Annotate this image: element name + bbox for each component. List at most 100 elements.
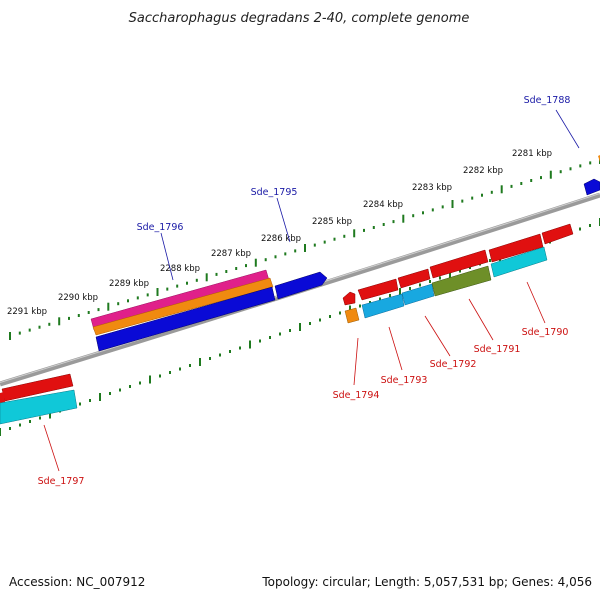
outer-minor-tick xyxy=(382,223,385,226)
scale-label-2290: 2290 kbp xyxy=(58,293,98,303)
feature-sde-1791 xyxy=(431,265,492,297)
outer-minor-tick xyxy=(530,179,533,182)
outer-minor-tick xyxy=(186,281,188,285)
feature-sde-1797 xyxy=(0,389,78,425)
gene-label-sde-1790: Sde_1790 xyxy=(522,327,569,338)
outer-major-tick xyxy=(9,332,11,340)
inner-minor-tick xyxy=(239,346,241,350)
outer-minor-tick xyxy=(195,278,198,282)
inner-minor-tick xyxy=(439,276,441,280)
inner-minor-tick xyxy=(369,301,371,304)
outer-minor-tick xyxy=(215,272,218,276)
outer-minor-tick xyxy=(579,164,582,168)
gene-label-sde-1794: Sde_1794 xyxy=(333,390,380,401)
gene-label-sde-1788: Sde_1788 xyxy=(524,95,571,106)
scale-label-2289: 2289 kbp xyxy=(109,279,149,289)
outer-minor-tick xyxy=(441,205,444,209)
inner-minor-tick xyxy=(169,371,171,374)
gene-label-sde-1797: Sde_1797 xyxy=(38,476,85,487)
scale-labels: 2281 kbp 2282 kbp 2283 kbp 2284 kbp 2285… xyxy=(7,149,552,317)
outer-minor-tick xyxy=(245,264,247,268)
feature-sde-1790 xyxy=(490,246,548,278)
leader-sde-1788 xyxy=(555,109,580,149)
feature-red-5 xyxy=(541,223,574,245)
inner-major-tick xyxy=(99,393,101,401)
leader-sde-1794 xyxy=(353,337,359,386)
leader-sde-1792 xyxy=(424,315,451,357)
scale-label-2286: 2286 kbp xyxy=(261,234,301,244)
feature-red-2 xyxy=(397,268,431,289)
forward-label-lines xyxy=(160,109,580,281)
inner-major-tick xyxy=(399,288,401,296)
outer-scale-ticks xyxy=(9,156,600,340)
inner-minor-tick xyxy=(39,416,41,420)
outer-major-tick xyxy=(254,258,257,267)
feature-red-1 xyxy=(357,278,399,301)
scale-label-2287: 2287 kbp xyxy=(211,249,251,259)
leader-sde-1790 xyxy=(526,281,546,324)
outer-minor-tick xyxy=(510,184,513,188)
genome-title: Saccharophagus degradans 2-40, complete … xyxy=(129,11,470,26)
gene-labels: Sde_1788 Sde_1795 Sde_1796 Sde_1790 Sde_… xyxy=(38,95,571,487)
outer-minor-tick xyxy=(127,299,129,303)
reverse-lower-features xyxy=(0,246,548,425)
inner-minor-tick xyxy=(79,402,81,406)
outer-minor-tick xyxy=(372,226,375,229)
outer-minor-tick xyxy=(589,161,592,165)
gene-label-sde-1795: Sde_1795 xyxy=(251,187,298,198)
inner-minor-tick xyxy=(379,297,381,301)
inner-major-tick xyxy=(149,375,151,384)
outer-minor-tick xyxy=(284,252,287,256)
feature-red-4 xyxy=(488,233,544,263)
outer-minor-tick xyxy=(343,234,346,238)
outer-minor-tick xyxy=(490,190,493,194)
feature-orange xyxy=(92,277,274,336)
inner-minor-tick xyxy=(9,427,11,430)
outer-minor-tick xyxy=(461,199,464,203)
outer-minor-tick xyxy=(313,243,316,247)
outer-major-tick xyxy=(402,214,405,223)
scale-label-2288: 2288 kbp xyxy=(160,264,200,274)
reverse-red-features xyxy=(0,223,574,403)
outer-major-tick xyxy=(549,170,552,179)
scale-label-2283: 2283 kbp xyxy=(412,183,452,193)
inner-minor-tick xyxy=(419,283,421,287)
inner-minor-tick xyxy=(89,399,91,402)
inner-minor-tick xyxy=(139,381,141,385)
leader-sde-1795 xyxy=(276,197,291,243)
outer-minor-tick xyxy=(18,331,21,335)
outer-minor-tick xyxy=(146,293,149,297)
inner-minor-tick xyxy=(269,336,271,339)
inner-minor-tick xyxy=(219,353,221,357)
leader-sde-1797 xyxy=(43,424,60,472)
outer-minor-tick xyxy=(97,308,100,312)
outer-major-tick xyxy=(156,288,159,296)
outer-minor-tick xyxy=(481,193,483,197)
inner-minor-tick xyxy=(259,339,261,343)
outer-minor-tick xyxy=(87,311,90,314)
inner-minor-tick xyxy=(469,266,471,269)
outer-major-tick xyxy=(304,244,306,252)
genome-summary-text: Topology: circular; Length: 5,057,531 bp… xyxy=(261,575,592,589)
inner-minor-tick xyxy=(319,318,321,322)
inner-minor-tick xyxy=(389,294,391,297)
outer-minor-tick xyxy=(569,167,572,171)
outer-minor-tick xyxy=(166,287,169,291)
outer-minor-tick xyxy=(392,220,395,224)
inner-minor-tick xyxy=(429,280,431,283)
outer-minor-tick xyxy=(48,322,51,326)
outer-minor-tick xyxy=(225,270,228,273)
outer-major-tick xyxy=(107,302,110,311)
outer-minor-tick xyxy=(412,214,415,218)
inner-minor-tick xyxy=(289,329,291,332)
inner-minor-tick xyxy=(329,315,331,318)
inner-minor-tick xyxy=(459,269,461,273)
gene-label-sde-1791: Sde_1791 xyxy=(474,344,521,355)
feature-red-left-edge xyxy=(0,392,5,403)
scale-label-2285: 2285 kbp xyxy=(312,217,352,227)
outer-minor-tick xyxy=(471,196,474,200)
inner-major-tick xyxy=(199,358,201,366)
feature-red-3 xyxy=(429,249,489,279)
scale-label-2284: 2284 kbp xyxy=(363,200,403,210)
